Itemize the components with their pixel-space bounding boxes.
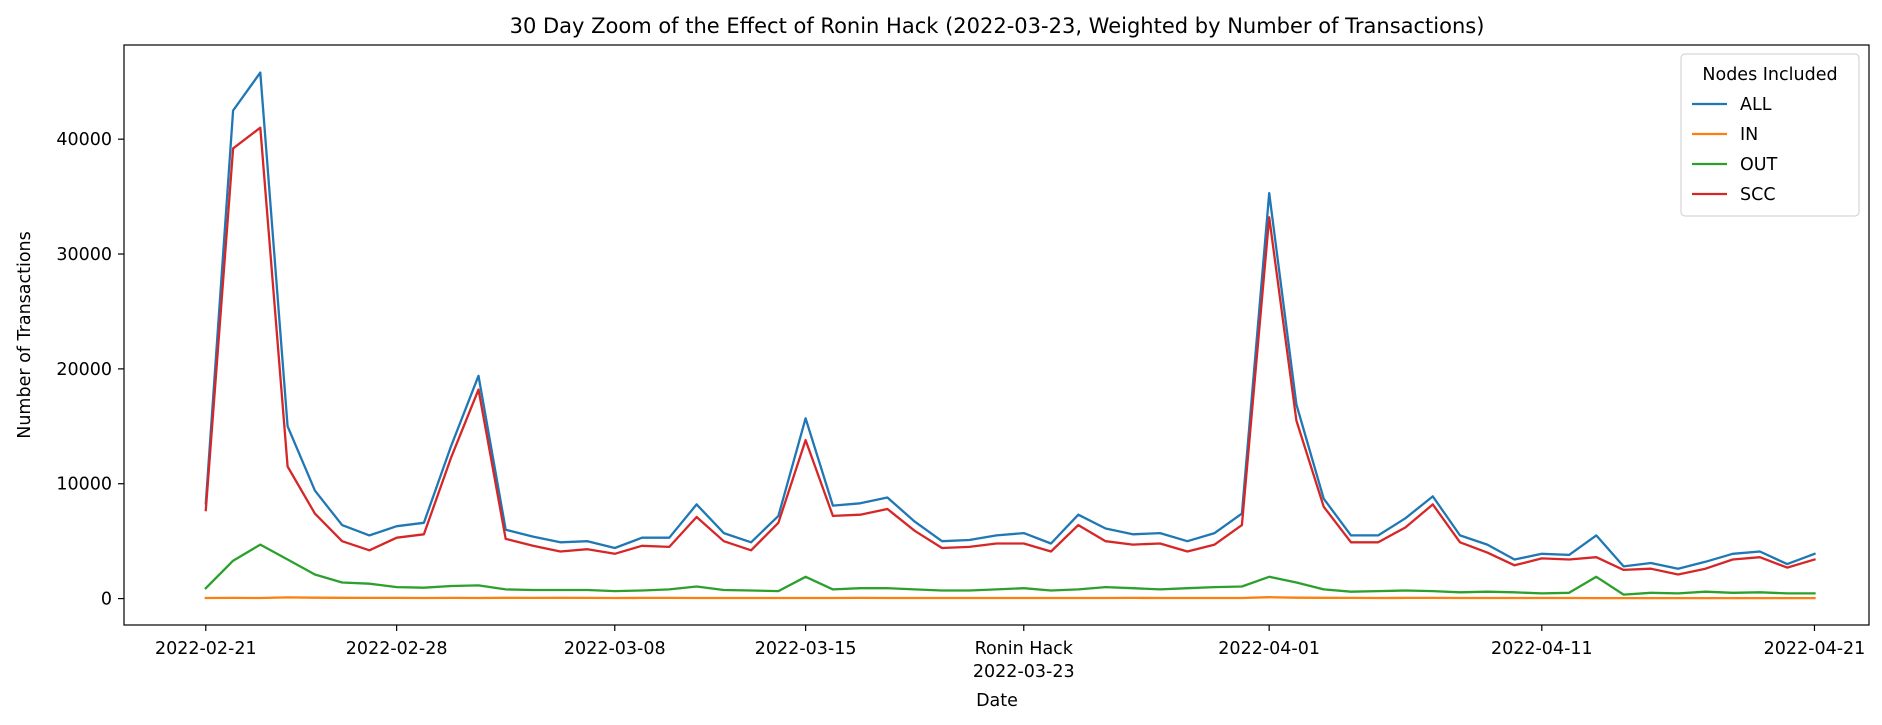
legend-title: Nodes Included bbox=[1702, 65, 1837, 85]
legend-box bbox=[1680, 53, 1860, 217]
chart-title: 30 Day Zoom of the Effect of Ronin Hack … bbox=[510, 14, 1485, 38]
series-line-out bbox=[204, 543, 1816, 596]
y-tick-label: 40000 bbox=[56, 130, 112, 150]
series-layer bbox=[204, 71, 1816, 600]
x-tick-label: 2022-04-01 bbox=[1218, 639, 1320, 659]
x-tick-label: 2022-04-21 bbox=[1764, 639, 1866, 659]
plot-frame bbox=[123, 44, 1870, 626]
legend-label-out: OUT bbox=[1740, 155, 1778, 175]
legend-label-scc: SCC bbox=[1740, 185, 1776, 205]
x-tick-label-date: 2022-03-23 bbox=[973, 662, 1075, 682]
y-tick-label: 10000 bbox=[56, 475, 112, 495]
y-axis-label: Number of Transactions bbox=[15, 231, 35, 439]
x-tick-label: 2022-03-08 bbox=[564, 639, 666, 659]
x-axis-label: Date bbox=[976, 691, 1018, 711]
legend-entries: ALL IN OUT SCC bbox=[1692, 95, 1778, 205]
y-axis: 0 10000 20000 30000 40000 bbox=[56, 130, 124, 610]
series-line-scc bbox=[204, 126, 1816, 576]
series-line-all bbox=[204, 71, 1816, 570]
x-tick-label: 2022-03-15 bbox=[755, 639, 857, 659]
x-tick-label: Ronin Hack bbox=[975, 639, 1074, 659]
y-tick-label: 20000 bbox=[56, 360, 112, 380]
y-tick-label: 30000 bbox=[56, 245, 112, 265]
x-tick-label: 2022-02-21 bbox=[155, 639, 257, 659]
series-line-in bbox=[204, 596, 1816, 600]
x-tick-label: 2022-02-28 bbox=[346, 639, 448, 659]
x-tick-label: 2022-04-11 bbox=[1491, 639, 1593, 659]
legend: Nodes Included ALL IN OUT SCC bbox=[1680, 53, 1860, 217]
x-axis: 2022-02-21 2022-02-28 2022-03-08 2022-03-15… bbox=[155, 625, 1865, 682]
legend-label-in: IN bbox=[1740, 125, 1758, 145]
legend-label-all: ALL bbox=[1740, 95, 1772, 115]
y-tick-label: 0 bbox=[101, 590, 112, 610]
